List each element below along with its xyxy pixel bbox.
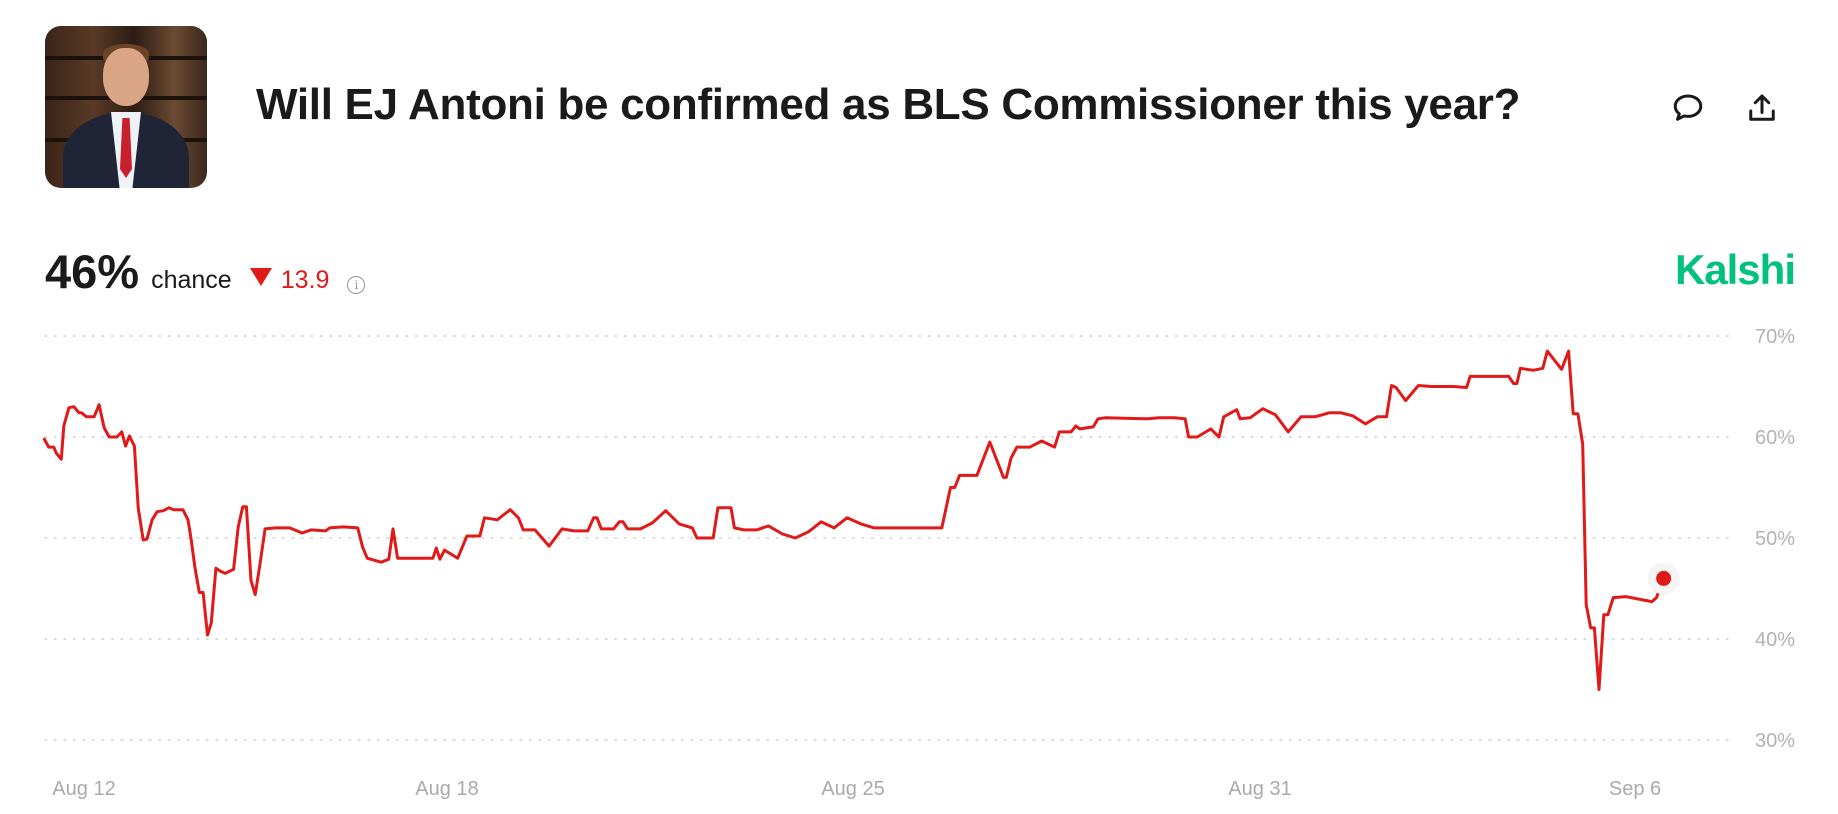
market-image-avatar bbox=[45, 26, 207, 188]
info-circle-icon[interactable]: i bbox=[347, 276, 366, 294]
x-tick-label: Sep 6 bbox=[1609, 778, 1661, 800]
y-tick-label: 60% bbox=[1755, 427, 1795, 449]
change-value: 13.9 bbox=[280, 266, 330, 294]
x-tick-label: Aug 12 bbox=[52, 778, 115, 800]
share-button[interactable] bbox=[1742, 88, 1782, 128]
comment-button[interactable] bbox=[1668, 88, 1708, 128]
x-tick-label: Aug 25 bbox=[821, 778, 884, 800]
market-title: Will EJ Antoni be confirmed as BLS Commi… bbox=[256, 80, 1521, 129]
series-line bbox=[42, 349, 1666, 691]
probability-label: chance bbox=[151, 266, 232, 294]
y-tick-label: 30% bbox=[1755, 730, 1795, 752]
y-tick-label: 40% bbox=[1755, 629, 1795, 651]
y-tick-label: 70% bbox=[1755, 326, 1795, 348]
y-tick-label: 50% bbox=[1755, 528, 1795, 550]
x-tick-label: Aug 18 bbox=[415, 778, 478, 800]
current-point-marker bbox=[1656, 570, 1672, 586]
probability-summary: 46% chance 13.9 i bbox=[45, 244, 366, 299]
down-triangle-icon bbox=[249, 268, 272, 286]
share-upload-icon bbox=[1749, 94, 1775, 121]
x-tick-label: Aug 31 bbox=[1228, 778, 1291, 800]
probability-value: 46% bbox=[45, 245, 140, 298]
brand-logo: Kalshi bbox=[1674, 246, 1796, 293]
speech-bubble-icon bbox=[1673, 94, 1703, 121]
